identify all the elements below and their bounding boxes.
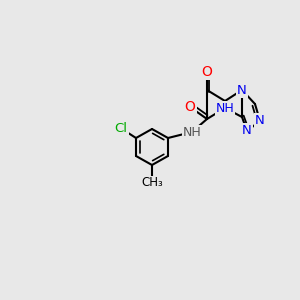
Text: N: N <box>237 83 247 97</box>
Text: N: N <box>242 124 252 137</box>
Text: O: O <box>184 100 195 114</box>
Text: CH₃: CH₃ <box>141 176 163 190</box>
Text: O: O <box>202 65 212 79</box>
Text: NH: NH <box>183 125 201 139</box>
Text: Cl: Cl <box>115 122 128 136</box>
Text: N: N <box>255 115 265 128</box>
Text: NH: NH <box>216 101 234 115</box>
